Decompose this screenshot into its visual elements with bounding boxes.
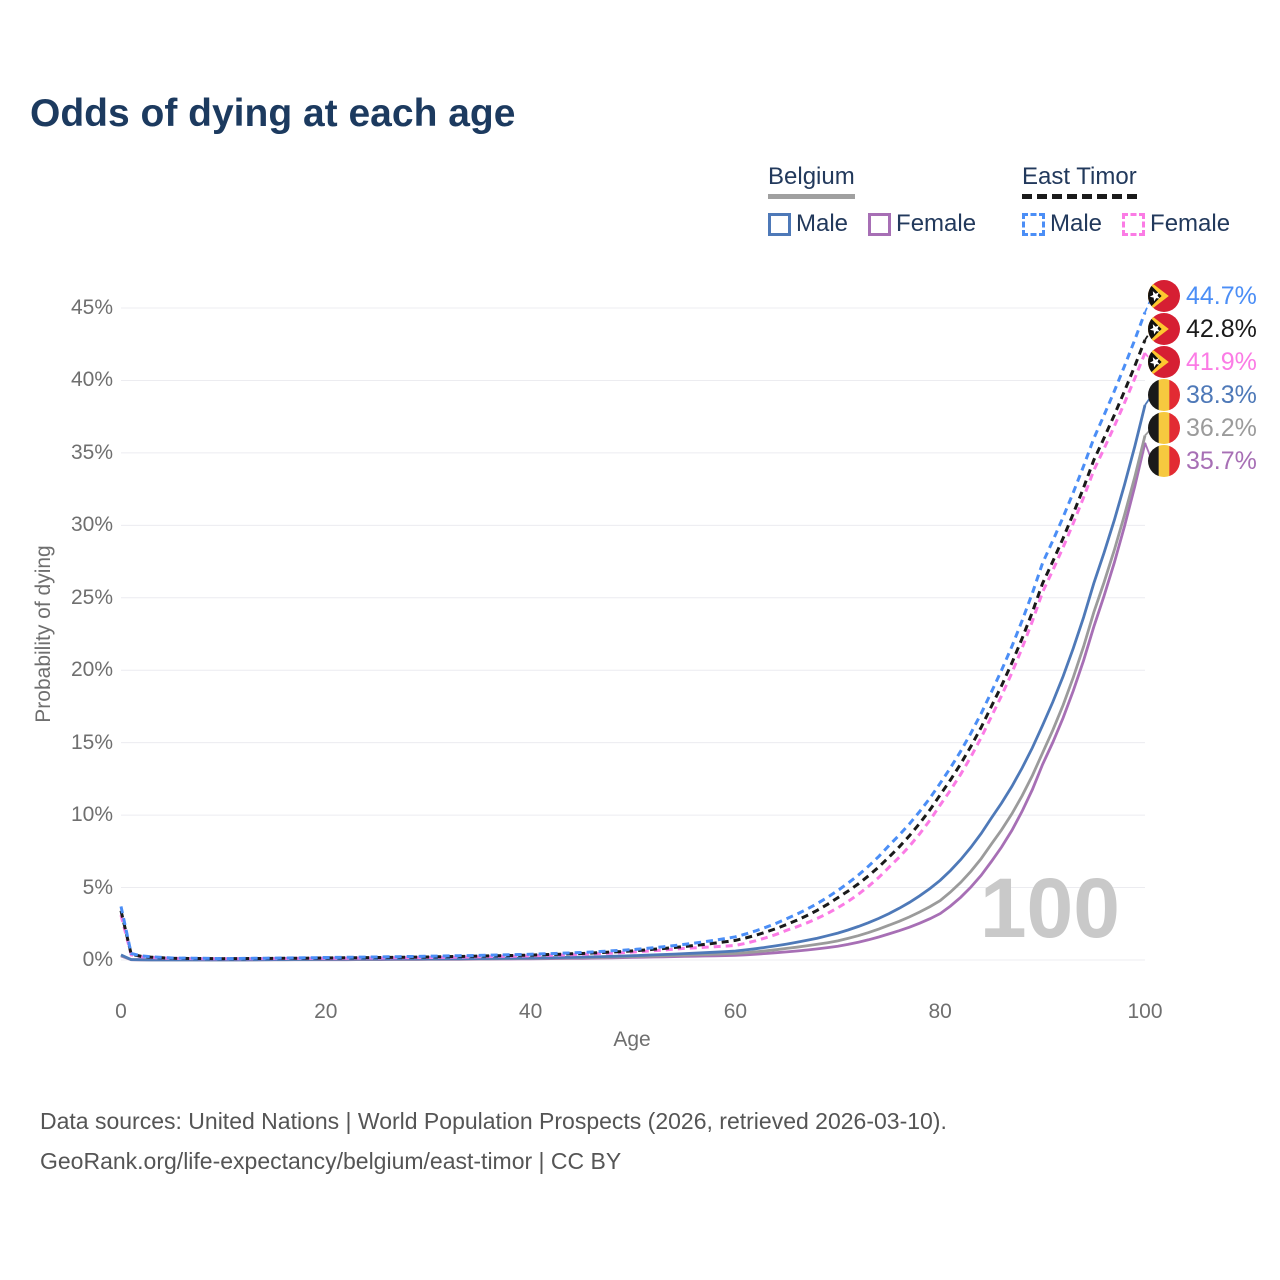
x-tick-label: 40 xyxy=(518,1000,543,1023)
y-tick-label: 5% xyxy=(82,875,113,899)
legend-item-belgium-male[interactable]: Male xyxy=(768,210,848,238)
footer-data-sources: Data sources: United Nations | World Pop… xyxy=(40,1108,947,1134)
legend-swatch-east-timor-male xyxy=(1022,212,1045,236)
x-axis-title: Age xyxy=(613,1028,651,1051)
watermark-age-100: 100 xyxy=(979,861,1120,955)
legend-items-east-timor: Male Female xyxy=(1022,210,1230,238)
east-timor-flag-icon xyxy=(1148,313,1180,345)
x-tick-label: 0 xyxy=(115,1000,127,1023)
belgium-flag-icon xyxy=(1148,379,1180,411)
y-tick-label: 45% xyxy=(70,296,113,319)
end-label-east-timor-female: 41.9% xyxy=(1186,348,1257,376)
belgium-flag-icon xyxy=(1148,412,1180,444)
y-axis-title: Probability of dying xyxy=(32,545,55,723)
end-label-east-timor-both-sexes: 42.8% xyxy=(1186,315,1257,343)
belgium-flag-icon xyxy=(1148,445,1180,477)
chart-title: Odds of dying at each age xyxy=(30,92,516,135)
legend-swatch-belgium-female xyxy=(868,212,892,236)
legend-items-belgium: Male Female xyxy=(768,210,976,238)
x-tick-label: 100 xyxy=(1127,1000,1163,1023)
end-label-belgium-male: 38.3% xyxy=(1186,381,1257,409)
x-tick-label: 60 xyxy=(723,1000,748,1023)
y-tick-label: 20% xyxy=(70,658,113,682)
y-tick-label: 25% xyxy=(70,585,113,609)
east-timor-flag-icon xyxy=(1148,346,1180,378)
east-timor-flag-icon xyxy=(1148,280,1180,312)
legend-item-label: Male xyxy=(796,210,849,237)
end-label-connector xyxy=(1144,295,1153,313)
legend-item-belgium-female[interactable]: Female xyxy=(868,210,976,238)
legend-group-title-belgium: Belgium xyxy=(768,163,855,199)
y-tick-label: 15% xyxy=(70,730,113,754)
y-tick-label: 40% xyxy=(70,368,113,392)
legend-item-label: Female xyxy=(896,210,977,237)
end-label-belgium-both-sexes: 36.2% xyxy=(1186,414,1257,442)
y-tick-label: 10% xyxy=(70,803,113,827)
legend-group-belgium: Belgium Male Female xyxy=(768,163,976,238)
legend-item-east-timor-male[interactable]: Male xyxy=(1022,210,1102,238)
y-tick-label: 35% xyxy=(70,440,113,464)
legend-swatch-belgium-male xyxy=(768,212,791,236)
legend-item-label: Female xyxy=(1150,210,1231,237)
legend-group-title-east-timor: East Timor xyxy=(1022,163,1137,199)
legend-group-east-timor: East Timor Male Female xyxy=(1022,163,1230,238)
end-label-belgium-female: 35.7% xyxy=(1186,447,1257,475)
series-line-east-timor-male xyxy=(119,311,1147,961)
legend-item-east-timor-female[interactable]: Female xyxy=(1122,210,1230,238)
footer-attribution: GeoRank.org/life-expectancy/belgium/east… xyxy=(40,1148,622,1174)
y-tick-label: 30% xyxy=(70,513,113,537)
x-tick-label: 80 xyxy=(928,1000,952,1023)
legend-item-label: Male xyxy=(1050,210,1103,237)
y-tick-label: 0% xyxy=(82,948,113,971)
x-tick-label: 20 xyxy=(314,1000,338,1023)
end-label-east-timor-male: 44.7% xyxy=(1186,282,1257,310)
legend-swatch-east-timor-female xyxy=(1122,212,1146,236)
